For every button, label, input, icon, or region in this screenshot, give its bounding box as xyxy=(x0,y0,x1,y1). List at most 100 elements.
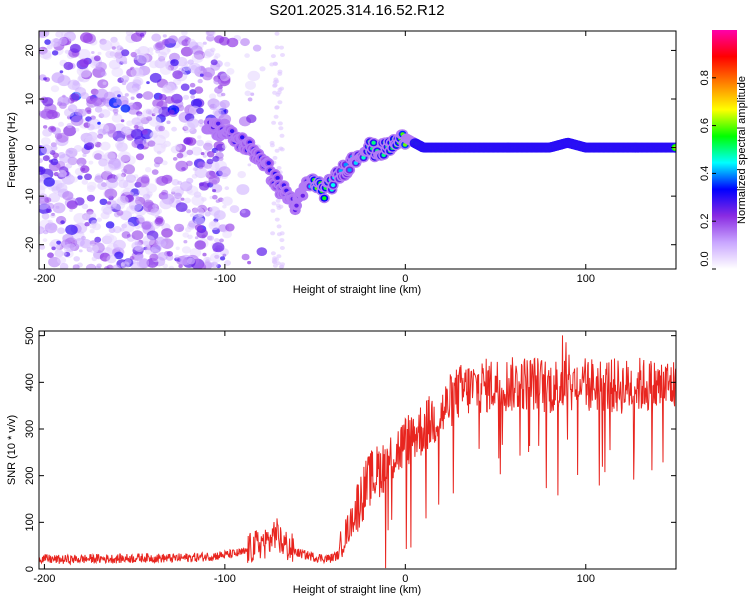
heatmap-blob xyxy=(150,130,159,138)
heatmap-blob xyxy=(274,31,280,36)
heatmap-blob xyxy=(66,122,73,129)
heatmap-blob xyxy=(164,96,175,104)
heatmap-blob xyxy=(279,231,285,236)
heatmap-blob xyxy=(215,199,221,203)
heatmap-blob xyxy=(62,233,74,244)
heatmap-blob xyxy=(106,201,112,205)
heatmap-blob xyxy=(72,264,80,269)
heatmap-blob xyxy=(184,61,189,66)
y-tick-label: 300 xyxy=(24,420,36,438)
spectrogram-y-ticks: -20 -10 0 10 20 xyxy=(24,44,676,253)
x-tick-label: 0 xyxy=(402,273,408,285)
heatmap-blob xyxy=(186,177,194,184)
heatmap-blob xyxy=(196,107,204,115)
ridge-point xyxy=(300,193,305,198)
heatmap-blob xyxy=(123,164,135,175)
heatmap-blob xyxy=(270,208,276,213)
snr-panel: -200 -100 0 100 0 100 200 300 400 500 Height of … xyxy=(6,326,677,596)
heatmap-blob xyxy=(49,241,56,248)
heatmap-blob xyxy=(62,191,74,201)
heatmap-blob xyxy=(130,96,135,100)
heatmap-blob xyxy=(210,261,219,268)
heatmap-blob xyxy=(250,92,255,96)
heatmap-blob xyxy=(47,219,53,224)
ridge-point xyxy=(371,140,376,145)
heatmap-blob xyxy=(136,113,145,121)
x-tick-label: 100 xyxy=(577,273,595,285)
heatmap-blob xyxy=(174,192,182,199)
heatmap-blob xyxy=(163,82,176,94)
heatmap-blob xyxy=(194,240,206,250)
heatmap-blob xyxy=(278,126,284,131)
snr-x-ticks: -200 -100 0 100 xyxy=(33,331,595,585)
heatmap-blob xyxy=(237,171,246,179)
heatmap-blob xyxy=(199,182,210,191)
heatmap-blob xyxy=(56,132,69,143)
heatmap-blob xyxy=(63,125,77,137)
heatmap-blob xyxy=(275,198,281,203)
heatmap-blob xyxy=(152,204,158,209)
heatmap-blob xyxy=(197,211,205,218)
heatmap-blob xyxy=(149,253,159,261)
heatmap-blob xyxy=(86,109,92,115)
heatmap-blob xyxy=(51,50,59,56)
heatmap-blob xyxy=(95,88,109,100)
heatmap-blob xyxy=(82,153,87,157)
x-tick-label: -100 xyxy=(214,273,236,285)
heatmap-blob xyxy=(202,41,207,45)
heatmap-blob xyxy=(161,160,168,166)
heatmap-blob xyxy=(112,108,119,114)
heatmap-blob xyxy=(116,45,123,51)
heatmap-blob xyxy=(87,243,99,254)
heatmap-blob xyxy=(84,173,92,181)
heatmap-blob xyxy=(276,90,282,95)
heatmap-blob xyxy=(220,256,226,261)
ridge-point xyxy=(216,121,221,126)
heatmap-blob xyxy=(181,31,188,36)
heatmap-blob xyxy=(57,152,66,159)
heatmap-blob xyxy=(141,221,152,230)
heatmap-blob xyxy=(94,175,104,183)
heatmap-blob xyxy=(85,263,97,269)
heatmap-blob xyxy=(77,48,91,60)
heatmap-blob xyxy=(214,53,221,59)
heatmap-blob xyxy=(155,236,165,245)
heatmap-blob xyxy=(55,182,68,193)
heatmap-blob xyxy=(111,46,116,50)
heatmap-blob xyxy=(100,71,107,77)
heatmap-blob xyxy=(46,109,58,120)
heatmap-blob xyxy=(212,194,218,200)
heatmap-blob xyxy=(136,53,150,64)
heatmap-blob xyxy=(208,175,220,185)
heatmap-blob xyxy=(208,93,217,100)
heatmap-blob xyxy=(209,207,214,211)
heatmap-blob xyxy=(56,240,61,245)
heatmap-blob xyxy=(154,217,163,225)
heatmap-blob xyxy=(139,32,145,37)
heatmap-blob xyxy=(70,115,84,127)
heatmap-blob xyxy=(191,53,204,63)
heatmap-blob xyxy=(50,38,62,47)
heatmap-blob xyxy=(114,251,124,260)
heatmap-blob xyxy=(120,261,130,269)
heatmap-blob xyxy=(221,92,226,97)
heatmap-blob xyxy=(115,173,125,182)
heatmap-blob xyxy=(97,133,104,139)
heatmap-blob xyxy=(180,83,190,91)
heatmap-blob xyxy=(143,199,154,209)
heatmap-blob xyxy=(120,104,131,113)
heatmap-blob xyxy=(270,231,276,236)
ridge-point xyxy=(322,196,327,201)
heatmap-blob xyxy=(52,152,59,158)
heatmap-blob xyxy=(39,110,49,119)
heatmap-blob xyxy=(183,137,192,145)
heatmap-blob xyxy=(272,155,278,160)
heatmap-blob xyxy=(64,49,70,54)
heatmap-blob xyxy=(168,265,175,269)
heatmap-blob xyxy=(191,195,205,206)
heatmap-blob xyxy=(274,148,280,153)
heatmap-blob xyxy=(187,118,200,129)
heatmap-blob xyxy=(101,204,112,214)
heatmap-blob xyxy=(206,158,214,165)
heatmap-blob xyxy=(43,77,47,81)
